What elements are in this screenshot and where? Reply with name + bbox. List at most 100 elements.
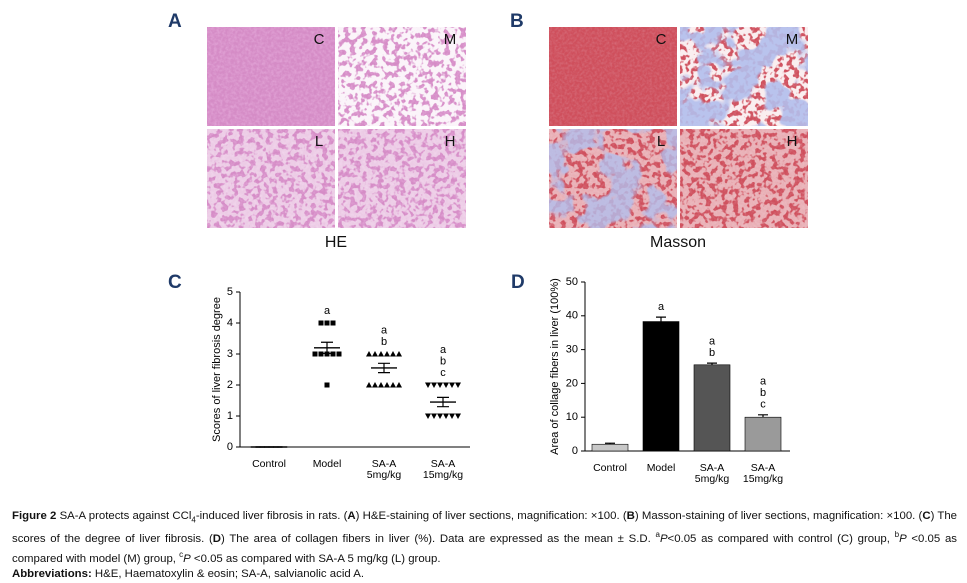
x-tick-label: Control	[593, 462, 627, 474]
x-tick-label: Model	[647, 462, 676, 474]
data-point	[437, 413, 443, 419]
micrograph	[680, 129, 808, 228]
caption-text: ) The scores of the degree of liver fibr…	[12, 510, 957, 546]
caption-text: C	[922, 510, 931, 522]
vacuoles	[207, 129, 335, 228]
caption-text: Figure 2	[12, 510, 57, 522]
data-point	[324, 320, 330, 326]
caption-paragraph: Abbreviations: H&E, Haematoxylin & eosin…	[12, 567, 957, 582]
data-point	[443, 382, 449, 388]
significance-letter: c	[440, 367, 446, 379]
texture	[549, 27, 677, 126]
error-bar	[605, 442, 615, 445]
error-bar	[758, 414, 768, 418]
collagen	[680, 27, 808, 126]
x-tick-label: Control	[252, 458, 286, 470]
data-point	[384, 351, 390, 357]
micrograph	[549, 27, 677, 126]
data-point	[437, 382, 443, 388]
y-axis-label: Area of collage fibers in liver (100%)	[549, 278, 561, 455]
significance-letter: b	[381, 336, 387, 348]
significance-letter: b	[440, 355, 446, 367]
caption-text: c	[179, 550, 184, 560]
data-point	[318, 351, 324, 357]
caption-text: <0.05 as compared with SA-A 5 mg/kg (L) …	[190, 552, 441, 565]
tile-label: C	[314, 31, 325, 48]
caption-text: a	[655, 530, 660, 540]
data-point	[366, 351, 372, 357]
significance-letter: a	[658, 301, 665, 313]
caption-text: b	[894, 530, 900, 540]
tile-label: C	[656, 31, 667, 48]
caption-paragraph: Figure 2 SA-A protects against CCl4-indu…	[12, 509, 957, 567]
data-point	[443, 413, 449, 419]
data-point	[318, 320, 324, 326]
tile-label: H	[787, 133, 798, 150]
x-tick-label: 15mg/kg	[743, 473, 783, 485]
caption-text: ) The area of collagen fibers in liver (…	[221, 533, 656, 546]
y-tick-label: 5	[227, 286, 233, 298]
data-point	[396, 351, 402, 357]
bar	[744, 416, 782, 452]
x-tick-label: SA-A	[751, 462, 776, 474]
significance-letter: a	[324, 305, 331, 317]
x-tick-label: Model	[313, 458, 342, 470]
caption-text: SA-A protects against CCl	[56, 510, 192, 522]
y-tick-label: 50	[566, 276, 578, 288]
error-bar	[437, 396, 449, 408]
significance-letter: c	[760, 399, 766, 411]
bar	[642, 321, 680, 452]
micrograph	[680, 27, 808, 126]
caption-text: ) Masson-staining of liver sections, mag…	[634, 510, 923, 522]
y-tick-label: 3	[227, 348, 233, 360]
data-point	[449, 382, 455, 388]
y-axis-label: Scores of liver fibrosis degree	[211, 297, 223, 442]
vacuoles	[338, 129, 466, 228]
x-tick-label: SA-A	[700, 462, 725, 474]
figure: A C M L H HE B C M L H Masson C Scores of liver fibro…	[168, 11, 808, 485]
panel-letter: D	[511, 272, 525, 293]
data-point	[396, 382, 402, 388]
data-point	[425, 382, 431, 388]
panel-label: HE	[325, 234, 347, 251]
y-tick-label: 10	[566, 411, 578, 423]
caption: Figure 2 SA-A protects against CCl4-indu…	[12, 509, 957, 582]
tile-label: M	[444, 31, 457, 48]
data-point	[455, 413, 461, 419]
micrograph	[338, 129, 466, 228]
caption-text: A	[347, 510, 356, 522]
y-tick-label: 4	[227, 317, 233, 329]
panel-letter: B	[510, 11, 524, 32]
data-point	[455, 382, 461, 388]
caption-text: B	[626, 510, 635, 522]
significance-letter: a	[760, 376, 767, 388]
vacuoles	[680, 129, 808, 228]
x-tick-label: SA-A	[431, 458, 456, 470]
panel-letter: C	[168, 272, 182, 293]
texture	[207, 27, 335, 126]
data-point	[330, 351, 336, 357]
data-point	[431, 382, 437, 388]
x-tick-label: 5mg/kg	[695, 473, 730, 485]
caption-text: -induced liver fibrosis in rats. (	[195, 510, 348, 522]
data-point	[425, 413, 431, 419]
micrograph	[549, 129, 677, 228]
significance-letter: a	[381, 324, 388, 336]
caption-text: Abbreviations:	[12, 567, 92, 580]
data-point	[324, 351, 330, 357]
y-tick-label: 1	[227, 410, 233, 422]
data-point	[449, 413, 455, 419]
y-tick-label: 40	[566, 310, 578, 322]
x-tick-label: 5mg/kg	[367, 469, 402, 481]
micrograph	[207, 129, 335, 228]
error-bar	[656, 316, 666, 322]
data-point	[384, 382, 390, 388]
caption-text: P	[659, 533, 668, 546]
collagen	[549, 129, 677, 228]
caption-text: D	[212, 533, 222, 546]
data-point	[431, 413, 437, 419]
caption-text: ) H&E-staining of liver sections, magnif…	[355, 510, 627, 522]
significance-letter: a	[709, 336, 716, 348]
data-point	[336, 351, 342, 357]
